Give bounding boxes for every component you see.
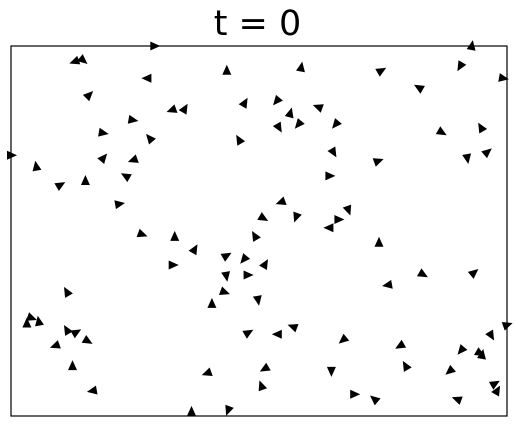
triangle-marker-34	[327, 146, 337, 158]
triangle-marker-5	[375, 67, 387, 77]
triangle-marker-54	[416, 268, 428, 278]
triangle-marker-56	[219, 286, 230, 295]
triangle-marker-16	[284, 107, 294, 119]
triangle-marker-8	[498, 73, 509, 82]
triangle-marker-31	[120, 173, 132, 183]
triangle-marker-61	[22, 317, 32, 328]
triangle-marker-14	[238, 97, 248, 109]
triangle-marker-29	[127, 154, 139, 163]
triangle-marker-17	[312, 104, 324, 113]
triangle-marker-43	[136, 228, 148, 238]
triangle-marker-40	[257, 212, 269, 221]
triangle-marker-53	[467, 268, 479, 279]
triangle-marker-1	[76, 54, 88, 64]
triangle-marker-27	[462, 153, 472, 165]
triangle-marker-33	[54, 182, 66, 191]
triangle-marker-83	[445, 364, 456, 375]
triangle-marker-65	[81, 335, 93, 344]
triangle-marker-45	[168, 260, 179, 270]
plot-frame	[10, 45, 508, 417]
triangle-marker-38	[275, 196, 287, 205]
triangle-marker-68	[242, 329, 254, 339]
triangle-marker-7	[457, 60, 467, 72]
triangle-marker-0	[69, 55, 81, 65]
triangle-marker-95	[188, 244, 198, 256]
triangle-marker-4	[296, 61, 305, 73]
triangle-marker-24	[435, 126, 447, 136]
triangle-marker-37	[114, 200, 126, 210]
triangle-marker-69	[271, 329, 282, 339]
triangle-marker-85	[491, 385, 501, 397]
triangle-marker-90	[187, 405, 196, 416]
triangle-marker-3	[222, 64, 232, 75]
marker-layer	[7, 40, 513, 416]
triangle-marker-84	[488, 380, 500, 390]
triangle-marker-55	[382, 279, 393, 289]
triangle-marker-70	[287, 323, 299, 333]
triangle-marker-10	[82, 90, 94, 102]
triangle-marker-86	[86, 385, 98, 395]
chart-title: t = 0	[213, 4, 302, 44]
triangle-marker-78	[501, 322, 513, 331]
triangle-marker-52	[374, 236, 384, 247]
triangle-marker-48	[240, 253, 251, 264]
triangle-marker-82	[326, 366, 336, 377]
triangle-marker-19	[294, 118, 305, 129]
triangle-marker-13	[178, 103, 188, 115]
triangle-marker-42	[323, 223, 334, 233]
triangle-marker-32	[80, 175, 90, 185]
triangle-marker-11	[141, 73, 152, 83]
triangle-marker-66	[49, 340, 61, 349]
triangle-marker-30	[32, 160, 42, 172]
triangle-marker-67	[68, 360, 77, 371]
triangle-marker-50	[221, 271, 231, 282]
triangle-marker-91	[225, 404, 234, 416]
triangle-marker-94	[146, 133, 156, 145]
triangle-marker-39	[293, 211, 302, 223]
triangle-marker-9	[414, 84, 425, 94]
triangle-marker-72	[395, 339, 407, 349]
triangle-marker-21	[127, 114, 139, 124]
triangle-marker-18	[272, 121, 282, 133]
triangle-marker-92	[7, 150, 17, 160]
triangle-marker-88	[370, 395, 381, 406]
triangle-marker-35	[372, 158, 384, 167]
triangle-marker-79	[201, 367, 213, 376]
triangle-marker-89	[451, 396, 463, 405]
triangle-marker-49	[259, 259, 268, 271]
triangle-marker-76	[485, 329, 495, 341]
triangle-marker-74	[457, 344, 468, 355]
triangle-marker-57	[207, 297, 217, 308]
triangle-marker-60	[26, 312, 37, 321]
triangle-marker-22	[98, 127, 109, 137]
triangle-marker-46	[252, 231, 261, 242]
triangle-marker-51	[243, 270, 254, 280]
triangle-marker-73	[402, 360, 412, 372]
triangle-marker-44	[170, 230, 180, 241]
triangle-marker-64	[70, 329, 82, 339]
triangle-marker-25	[478, 122, 488, 134]
triangle-marker-2	[150, 41, 161, 51]
triangle-marker-71	[338, 333, 350, 344]
triangle-marker-62	[35, 315, 44, 327]
triangle-marker-87	[350, 389, 361, 399]
triangle-marker-80	[259, 362, 271, 372]
triangle-marker-20	[332, 118, 342, 129]
triangle-marker-58	[252, 295, 262, 306]
triangle-marker-15	[273, 94, 283, 106]
triangle-marker-12	[166, 104, 178, 113]
triangle-marker-63	[64, 325, 73, 336]
triangle-marker-47	[220, 252, 232, 262]
triangle-marker-93	[334, 215, 345, 224]
triangle-marker-23	[236, 134, 246, 146]
triangle-marker-28	[97, 153, 108, 165]
triangle-marker-41	[342, 204, 352, 216]
triangle-marker-36	[325, 171, 336, 181]
triangle-marker-81	[258, 380, 268, 392]
triangle-marker-59	[64, 286, 73, 298]
triangle-marker-6	[466, 40, 476, 51]
triangle-marker-77	[477, 348, 486, 360]
triangle-marker-26	[481, 148, 492, 159]
